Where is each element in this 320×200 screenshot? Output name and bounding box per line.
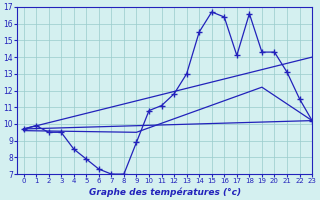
X-axis label: Graphe des températures (°c): Graphe des températures (°c) xyxy=(89,187,241,197)
